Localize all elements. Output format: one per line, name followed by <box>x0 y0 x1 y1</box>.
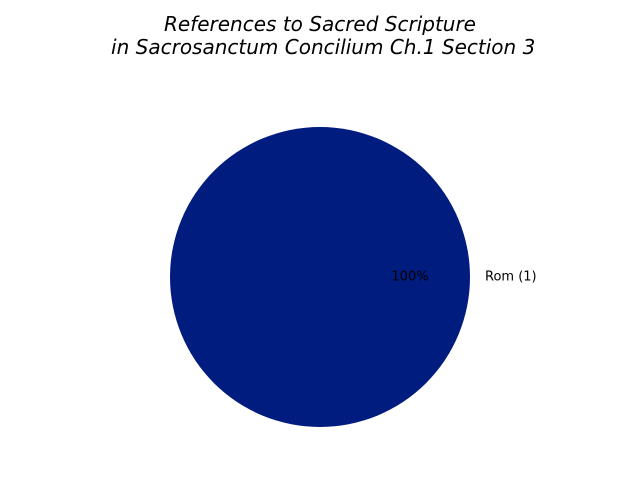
pie-slices: Rom (1) 100% <box>170 127 537 427</box>
chart-title-line-2: in Sacrosanctum Concilium Ch.1 Section 3 <box>105 35 536 59</box>
pie-slice-label-0: Rom (1) <box>485 270 537 285</box>
pie-slice-percent-0: 100% <box>391 270 428 285</box>
pie-slice-0 <box>170 127 470 427</box>
chart-title-line-1: References to Sacred Scripture <box>164 12 476 36</box>
